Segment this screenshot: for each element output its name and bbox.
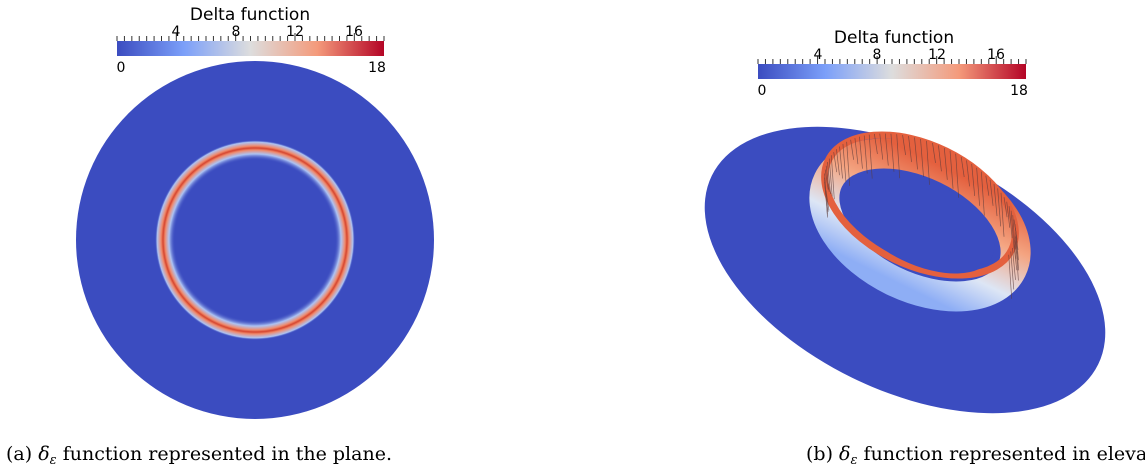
mesh-line [868, 134, 873, 179]
mesh-line [989, 179, 994, 206]
mesh-line [976, 167, 980, 206]
mesh-line [854, 138, 859, 165]
mesh-line [884, 133, 889, 166]
mesh-line [890, 133, 895, 172]
caption-symbol: δ [839, 443, 851, 465]
mesh-line [1014, 240, 1019, 261]
colorbar-tick-label: 12 [286, 24, 304, 40]
caption-subscript: ε [49, 453, 57, 468]
mesh-line [825, 190, 830, 211]
colorbar-minor-ticks [116, 33, 385, 41]
ring-mesh-lines [824, 133, 1019, 299]
mesh-line [836, 149, 840, 176]
mesh-line [839, 146, 843, 179]
colorbar-tick-label: 12 [928, 47, 946, 63]
colorbar-b: Delta function 4 8 12 16 0 18 [757, 28, 1028, 99]
caption-text: function represented in the plane. [62, 443, 392, 465]
interface-ring [155, 140, 355, 340]
plane-view-plot: Delta function 4 8 12 16 0 18 [76, 5, 434, 419]
mesh-line [830, 155, 835, 200]
colorbar-title: Delta function [190, 5, 310, 25]
colorbar-tick-label: 4 [172, 24, 181, 40]
caption-prefix: (a) [6, 443, 33, 465]
colorbar-a: Delta function 4 8 12 16 0 18 [116, 5, 386, 76]
colorbar-tick-label: 8 [232, 24, 241, 40]
ring-top-edge [821, 131, 1019, 279]
caption-text: function represented in elevation. [863, 443, 1145, 465]
mesh-line [926, 140, 930, 185]
mesh-line [879, 133, 884, 160]
mesh-line [863, 135, 868, 174]
mesh-line [993, 184, 998, 217]
mesh-line [1008, 206, 1013, 239]
mesh-line [938, 145, 942, 172]
mesh-line [902, 134, 906, 156]
mesh-line [1008, 254, 1013, 299]
mesh-line [828, 158, 833, 197]
mesh-line [824, 173, 828, 218]
colorbar-minor-ticks [757, 56, 1027, 64]
mesh-line [971, 163, 976, 196]
mesh-line [1012, 215, 1017, 260]
mesh-line [960, 156, 965, 178]
figure-panel-a: Delta function 4 8 12 16 0 18 (a) δε fun… [0, 0, 560, 474]
colorbar-gradient [758, 64, 1026, 79]
mesh-line [966, 160, 970, 187]
ring-wall-outer [809, 138, 1031, 312]
mesh-line [859, 136, 863, 169]
mesh-line [827, 162, 831, 195]
mesh-line [908, 136, 912, 163]
mesh-line [914, 137, 918, 170]
mesh-line [1000, 192, 1005, 237]
mesh-line [833, 152, 838, 173]
colorbar-tick-label: 8 [873, 47, 882, 63]
mesh-line [1013, 244, 1018, 271]
mesh-line [920, 138, 924, 178]
elevated-ring [809, 131, 1031, 312]
mesh-line [874, 133, 878, 155]
mesh-line [896, 134, 901, 179]
mesh-line [1010, 251, 1015, 290]
mesh-line [850, 139, 855, 160]
mesh-line [1003, 197, 1008, 218]
ring-inner-floor [845, 170, 995, 274]
colorbar-tick-label: 4 [814, 47, 823, 63]
mesh-line [997, 188, 1002, 227]
mesh-line [932, 142, 936, 164]
mesh-line [825, 165, 830, 192]
mesh-line [985, 175, 990, 196]
mesh-line [1015, 236, 1019, 281]
mesh-line [1012, 247, 1016, 280]
colorbar-tick-label: 16 [345, 24, 363, 40]
colorbar-min-label: 0 [117, 60, 126, 76]
mesh-line [943, 147, 948, 180]
colorbar-gradient [117, 41, 384, 56]
elevation-view-plot: Delta function 4 8 12 16 0 18 [704, 28, 1106, 414]
caption-symbol: δ [38, 443, 50, 465]
caption-a: (a) δε function represented in the plane… [6, 443, 392, 468]
figure-panel-b: Delta function 4 8 12 16 0 18 (b) δε fun… [560, 0, 1145, 474]
mesh-line [824, 169, 829, 190]
mesh-line [981, 171, 985, 216]
colorbar-max-label: 18 [368, 60, 386, 76]
mesh-line [1006, 201, 1011, 228]
mesh-line [1015, 232, 1019, 271]
colorbar-title: Delta function [834, 28, 954, 48]
mesh-line [1010, 210, 1015, 249]
mesh-line [955, 153, 960, 198]
mesh-line [842, 144, 847, 183]
colorbar-min-label: 0 [758, 83, 767, 99]
caption-subscript: ε [850, 453, 858, 468]
mesh-line [949, 150, 954, 189]
mesh-line [846, 141, 851, 186]
colorbar-tick-label: 16 [987, 47, 1005, 63]
colorbar-max-label: 18 [1010, 83, 1028, 99]
caption-prefix: (b) [806, 443, 833, 465]
caption-b: (b) δε function represented in elevation… [806, 443, 1145, 468]
